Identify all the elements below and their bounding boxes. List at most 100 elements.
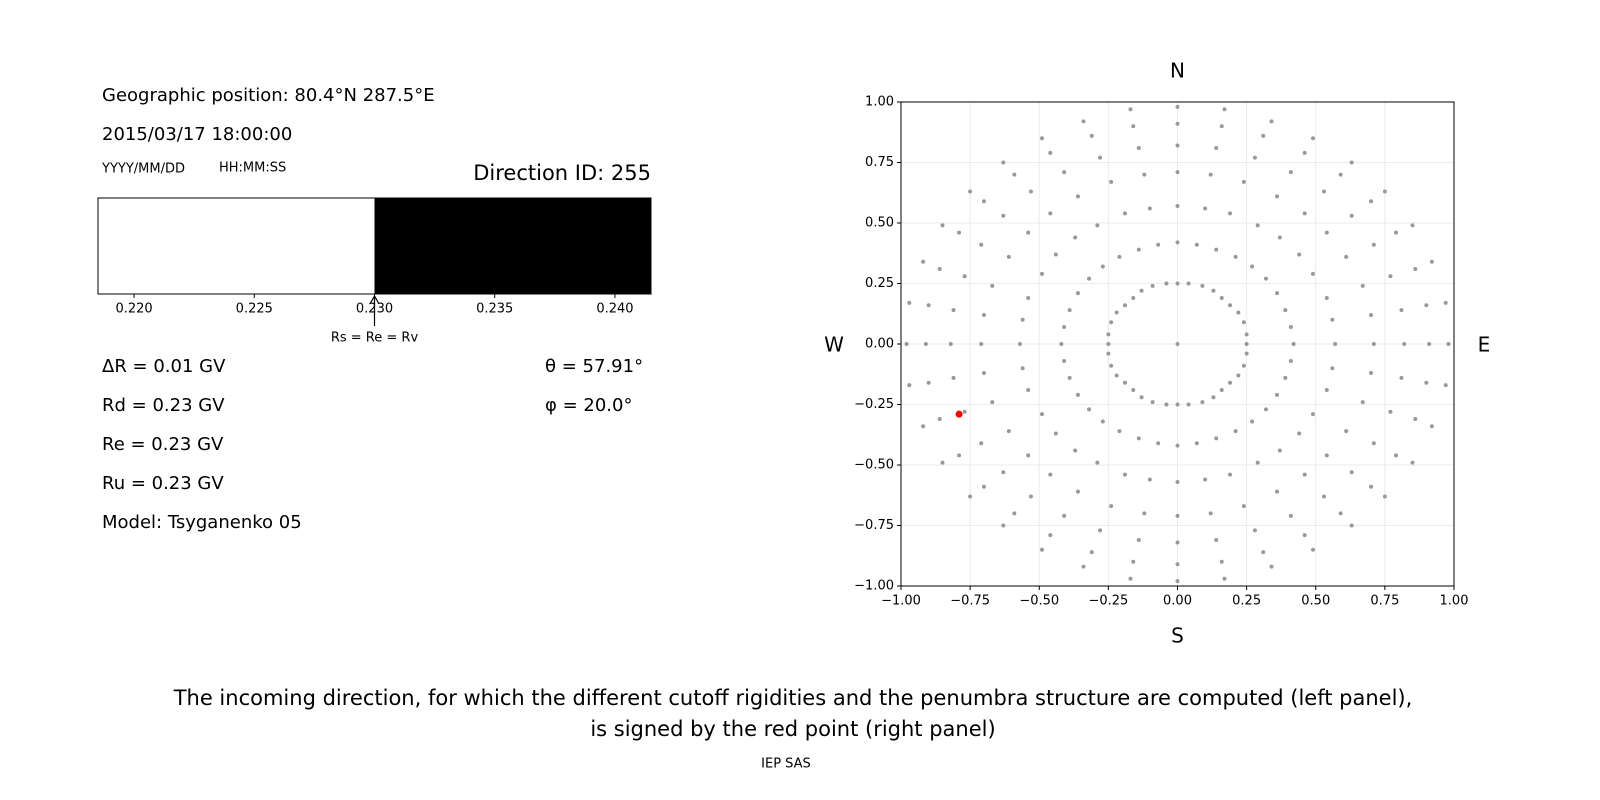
- direction-point: [981, 484, 986, 489]
- direction-point: [1059, 342, 1064, 346]
- direction-point: [1219, 124, 1224, 129]
- direction-point: [1219, 296, 1224, 301]
- direction-point: [1208, 511, 1213, 516]
- direction-point: [1288, 170, 1293, 175]
- direction-point: [968, 189, 973, 194]
- direction-point: [1114, 310, 1119, 315]
- direction-point: [1322, 189, 1327, 194]
- direction-point: [1081, 119, 1086, 124]
- direction-point: [1261, 133, 1266, 138]
- direction-point: [979, 242, 984, 247]
- direction-point: [1250, 419, 1255, 424]
- direction-point: [1252, 528, 1257, 533]
- direction-point: [951, 375, 956, 380]
- direction-point: [1297, 252, 1302, 257]
- y-tick-label: −0.25: [854, 397, 894, 412]
- selected-point: [955, 410, 963, 418]
- direction-point: [1402, 342, 1407, 346]
- direction-point: [981, 312, 986, 317]
- direction-point: [1219, 387, 1224, 392]
- direction-point: [1338, 172, 1343, 177]
- direction-point: [1087, 276, 1092, 281]
- direction-point: [1142, 511, 1147, 516]
- direction-point: [1288, 325, 1293, 330]
- direction-point: [921, 424, 926, 429]
- direction-point: [1131, 559, 1136, 564]
- direction-point: [1203, 206, 1208, 211]
- direction-point: [1344, 254, 1349, 259]
- y-tick-label: −0.75: [854, 518, 894, 533]
- direction-point: [1219, 559, 1224, 564]
- direction-point: [1122, 380, 1127, 385]
- direction-point: [1150, 400, 1155, 405]
- direction-point: [940, 223, 945, 228]
- direction-point: [1175, 121, 1180, 126]
- direction-point: [1109, 320, 1114, 325]
- direction-point: [1175, 579, 1180, 584]
- direction-point: [1175, 443, 1180, 448]
- direction-point: [1106, 342, 1111, 346]
- direction-point: [1263, 276, 1268, 281]
- direction-point: [1175, 240, 1180, 245]
- direction-point: [1098, 155, 1103, 160]
- direction-point: [1244, 342, 1249, 346]
- compass-label: N: [1170, 59, 1185, 83]
- direction-point: [1222, 576, 1227, 581]
- direction-point: [1244, 332, 1249, 337]
- model: Model: Tsyganenko 05: [102, 512, 302, 533]
- direction-point: [1241, 504, 1246, 509]
- direction-point: [926, 380, 931, 385]
- direction-point: [1026, 230, 1031, 235]
- direction-point: [1028, 189, 1033, 194]
- direction-point: [1175, 342, 1180, 346]
- y-tick-label: 0.75: [865, 155, 894, 170]
- direction-point: [1001, 213, 1006, 218]
- x-tick-label: 0.235: [476, 302, 513, 317]
- direction-point: [1371, 342, 1376, 346]
- direction-point: [1275, 392, 1280, 397]
- direction-point: [951, 308, 956, 313]
- direction-point: [1241, 320, 1246, 325]
- direction-point: [1040, 271, 1045, 276]
- direction-point: [1131, 124, 1136, 129]
- direction-point: [1310, 136, 1315, 141]
- direction-point: [1211, 395, 1216, 400]
- direction-point: [1194, 242, 1199, 247]
- direction-point: [1109, 504, 1114, 509]
- direction-point: [1324, 453, 1329, 458]
- direction-point: [1001, 470, 1006, 475]
- direction-point: [1081, 564, 1086, 569]
- y-tick-label: 0.25: [865, 276, 894, 291]
- direction-point: [1098, 528, 1103, 533]
- direction-point: [1114, 373, 1119, 378]
- direction-point: [1048, 211, 1053, 216]
- axes-frame: [900, 101, 1455, 587]
- direction-point: [1095, 460, 1100, 465]
- direction-point: [1228, 472, 1233, 477]
- direction-point: [1349, 213, 1354, 218]
- direction-point: [990, 400, 995, 405]
- x-tick-label: −1.00: [881, 594, 921, 609]
- direction-point: [937, 417, 942, 422]
- direction-point: [957, 453, 962, 458]
- direction-point: [1089, 550, 1094, 555]
- direction-point: [1012, 172, 1017, 177]
- direction-point: [1388, 409, 1393, 414]
- compass-label: S: [1171, 624, 1184, 648]
- direction-point: [1073, 235, 1078, 240]
- direction-point: [1429, 259, 1434, 264]
- direction-point: [1053, 431, 1058, 436]
- direction-point: [1164, 281, 1169, 286]
- direction-point: [1142, 172, 1147, 177]
- datetime: 2015/03/17 18:00:00: [102, 124, 292, 145]
- direction-point: [1075, 392, 1080, 397]
- direction-point: [937, 266, 942, 271]
- direction-point: [1106, 351, 1111, 356]
- direction-id: Direction ID: 255: [473, 161, 651, 185]
- direction-point: [1399, 375, 1404, 380]
- direction-point: [1175, 479, 1180, 484]
- direction-point: [1186, 281, 1191, 286]
- direction-point: [1175, 143, 1180, 148]
- direction-point: [1360, 400, 1365, 405]
